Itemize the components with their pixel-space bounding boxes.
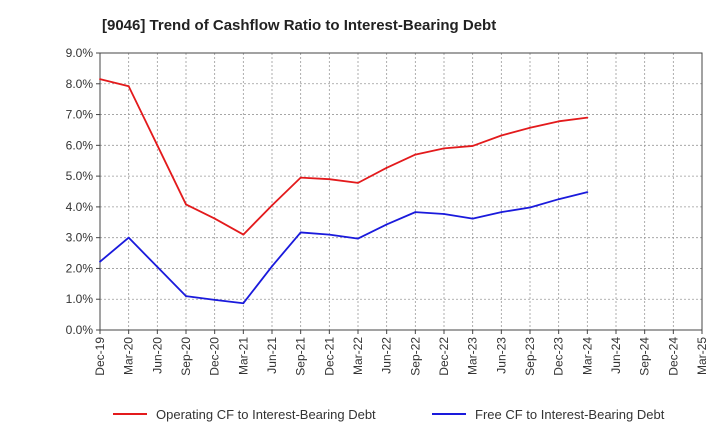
data-point <box>328 178 331 181</box>
data-point <box>414 211 417 214</box>
data-point <box>357 181 359 184</box>
x-tick-label: Jun-21 <box>265 337 279 374</box>
x-tick-label: Sep-22 <box>408 337 422 376</box>
data-point <box>213 298 216 301</box>
data-point <box>156 266 159 268</box>
data-point <box>99 78 101 81</box>
y-tick-label: 9.0% <box>66 46 94 60</box>
x-tick-label: Dec-21 <box>322 337 336 376</box>
data-point <box>185 203 187 206</box>
data-point <box>529 126 531 129</box>
data-point <box>443 147 445 150</box>
data-point <box>271 265 273 268</box>
data-point <box>357 237 359 240</box>
y-tick-label: 0.0% <box>66 323 94 337</box>
series-line-2 <box>99 191 588 305</box>
data-point <box>529 206 531 209</box>
data-point <box>127 236 130 239</box>
data-point <box>471 217 474 220</box>
x-tick-label: Jun-22 <box>380 337 394 374</box>
y-tick-label: 5.0% <box>66 169 94 183</box>
y-tick-label: 2.0% <box>66 261 94 275</box>
x-tick-label: Mar-25 <box>695 337 709 375</box>
data-point <box>500 134 503 137</box>
x-tick-label: Mar-21 <box>236 337 250 375</box>
data-point <box>557 198 560 201</box>
y-axis: 0.0% 1.0% 2.0% 3.0% 4.0% 5.0% 6.0% 7.0% 8.0% 9.0% <box>66 46 100 337</box>
x-tick-label: Dec-24 <box>666 337 680 376</box>
x-tick-label: Dec-20 <box>208 337 222 376</box>
data-point <box>242 302 245 305</box>
data-point <box>213 217 216 220</box>
data-point <box>443 213 445 215</box>
y-tick-label: 6.0% <box>66 138 94 152</box>
series-line-1 <box>99 78 588 236</box>
y-tick-label: 8.0% <box>66 77 94 91</box>
x-tick-label: Mar-23 <box>466 337 480 375</box>
data-point <box>99 260 101 263</box>
y-tick-label: 7.0% <box>66 108 94 122</box>
y-tick-label: 1.0% <box>66 292 94 306</box>
series-group <box>99 78 589 305</box>
y-tick-label: 3.0% <box>66 231 94 245</box>
data-point <box>385 223 388 226</box>
plot-area <box>99 52 703 331</box>
x-tick-label: Sep-23 <box>523 337 537 376</box>
x-tick-label: Dec-23 <box>552 337 566 376</box>
data-point <box>185 295 187 298</box>
x-tick-label: Sep-21 <box>294 337 308 376</box>
data-point <box>127 85 130 88</box>
x-tick-label: Dec-19 <box>93 337 107 376</box>
data-point <box>299 176 302 179</box>
y-tick-label: 4.0% <box>66 200 94 214</box>
x-tick-label: Jun-20 <box>150 337 164 374</box>
data-point <box>242 233 245 236</box>
data-point <box>299 231 302 234</box>
data-point <box>414 153 417 156</box>
data-point <box>271 204 273 207</box>
data-point <box>471 145 474 147</box>
x-tick-label: Mar-24 <box>580 337 594 375</box>
data-point <box>156 144 159 147</box>
x-tick-label: Dec-22 <box>437 337 451 376</box>
legend-label-2: Free CF to Interest-Bearing Debt <box>475 407 665 422</box>
x-tick-label: Mar-20 <box>122 337 136 375</box>
legend-label-1: Operating CF to Interest-Bearing Debt <box>156 407 376 422</box>
x-tick-label: Mar-22 <box>351 337 365 375</box>
x-tick-label: Jun-23 <box>494 337 508 374</box>
data-point <box>586 116 589 119</box>
data-point <box>586 191 589 194</box>
data-point <box>328 233 331 236</box>
data-point <box>500 211 503 214</box>
x-tick-label: Sep-20 <box>179 337 193 376</box>
x-tick-label: Jun-24 <box>609 337 623 374</box>
chart-title: [9046] Trend of Cashflow Ratio to Intere… <box>102 17 496 34</box>
x-tick-label: Sep-24 <box>638 337 652 376</box>
data-point <box>557 120 560 123</box>
x-axis: Dec-19 Mar-20 Jun-20 Sep-20 Dec-20 Mar-21 Jun-… <box>93 330 709 376</box>
grid <box>100 53 702 330</box>
data-point <box>385 166 388 169</box>
legend: Operating CF to Interest-Bearing Debt Fre… <box>113 407 665 422</box>
